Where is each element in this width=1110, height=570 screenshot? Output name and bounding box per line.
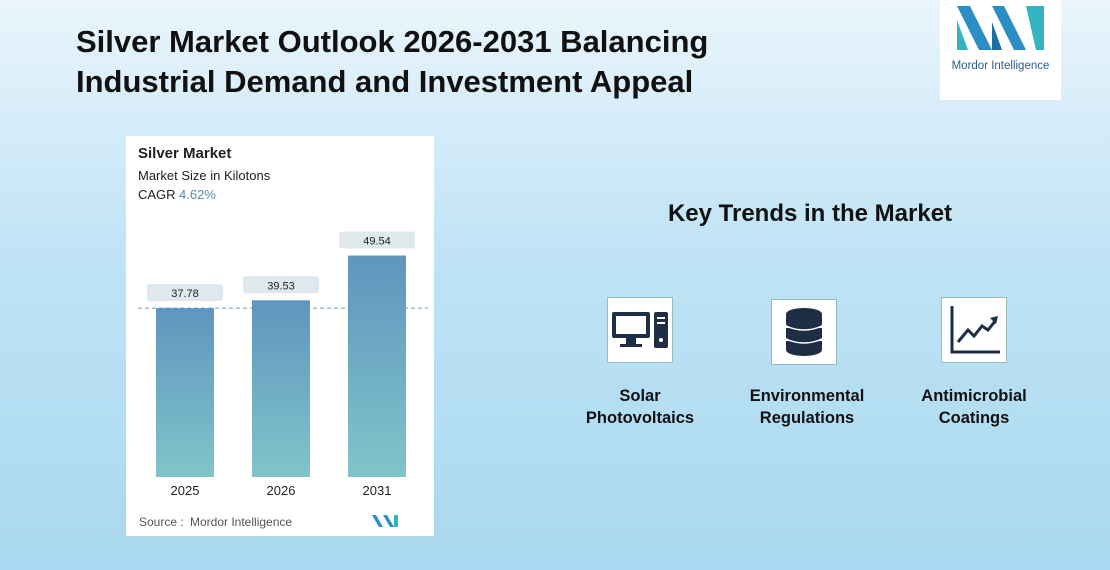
logo-text: Mordor Intelligence [951, 60, 1050, 72]
trend-item: Environmental Regulations [749, 387, 865, 427]
trend-item: Antimicrobial Coatings [921, 387, 1027, 427]
chart-subtitle: Market Size in Kilotons [138, 168, 271, 183]
trends-title: Key Trends in the Market [667, 200, 953, 227]
icon-solar [607, 297, 673, 363]
trend-item: Solar Photovoltaics [585, 387, 695, 427]
bar [156, 308, 214, 477]
x-tick-label: 2026 [267, 483, 296, 498]
source-label: Source : [139, 515, 184, 529]
chart: Silver Market Market Size in Kilotons CA… [138, 145, 428, 529]
source: Mordor Intelligence [190, 515, 292, 529]
source-logo [372, 515, 398, 527]
cagr-label: CAGR [138, 187, 176, 202]
value-label: 39.53 [267, 280, 295, 292]
chart-title: Silver Market [138, 145, 231, 162]
bar [348, 255, 406, 477]
value-label-bg [339, 231, 415, 249]
value-label-bg [147, 284, 223, 302]
icon-antimicrobial [941, 297, 1007, 363]
bar [252, 300, 310, 477]
icon-regulations [771, 299, 837, 365]
logo-mark [957, 6, 1044, 50]
x-tick-label: 2031 [363, 483, 392, 498]
logo: Mordor Intelligence [940, 0, 1061, 100]
x-tick-label: 2025 [171, 483, 200, 498]
cagr-value: 4.62% [179, 187, 216, 202]
value-label-bg [243, 276, 319, 294]
value-label: 37.78 [171, 288, 199, 300]
page-title: Silver Market Outlook 2026-2031 Balancin… [76, 24, 709, 99]
value-label: 49.54 [363, 236, 391, 248]
chart-card: Silver Market Market Size in Kilotons CA… [126, 136, 434, 536]
